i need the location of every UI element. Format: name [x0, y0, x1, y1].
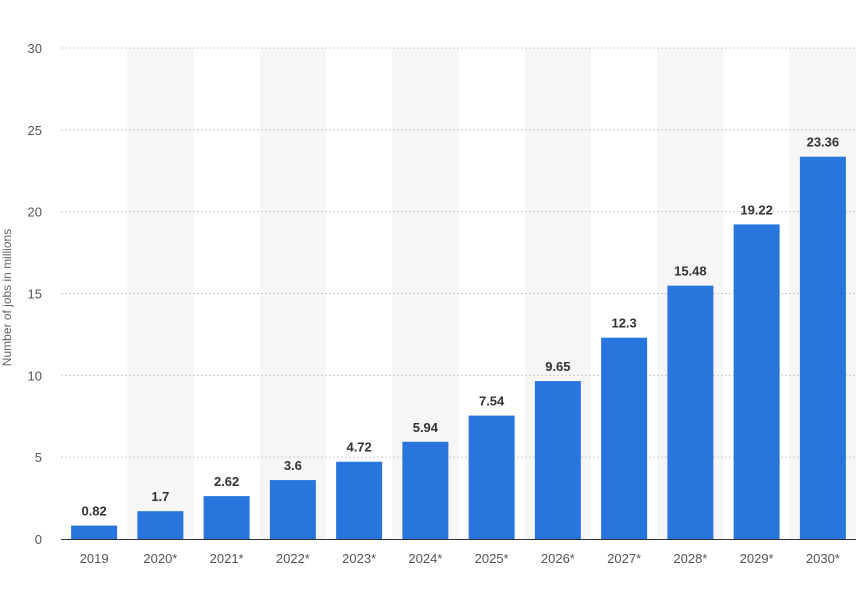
value-label: 5.94	[413, 420, 439, 435]
bar	[799, 156, 846, 539]
x-tick-label: 2019	[80, 551, 109, 566]
bar	[601, 337, 648, 539]
bar	[203, 496, 250, 539]
value-labels: 0.82 1.7 2.62 3.6 4.72 5.94 7.54 9.65 12.3 15.48 1…	[81, 135, 839, 519]
bar	[137, 511, 184, 539]
value-label: 2.62	[214, 474, 239, 489]
y-axis-title: Number of jobs in millions	[0, 229, 14, 366]
y-tick-label: 25	[28, 123, 42, 138]
x-tick-label: 2020*	[143, 551, 177, 566]
x-tick-label: 2021*	[210, 551, 244, 566]
value-label: 15.48	[674, 264, 707, 279]
x-tick-label: 2024*	[408, 551, 442, 566]
value-label: 9.65	[545, 359, 570, 374]
x-tick-label: 2026*	[541, 551, 575, 566]
value-label: 7.54	[479, 394, 505, 409]
y-tick-label: 15	[28, 287, 42, 302]
x-tick-label: 2023*	[342, 551, 376, 566]
y-tick-label: 30	[28, 41, 42, 56]
value-label: 3.6	[284, 458, 302, 473]
bars	[71, 156, 846, 539]
gridlines	[61, 47, 856, 458]
y-tick-label: 0	[35, 532, 42, 547]
value-label: 12.3	[611, 316, 636, 331]
x-tick-label: 2028*	[673, 551, 707, 566]
bar	[71, 525, 118, 539]
bar	[336, 461, 383, 539]
value-label: 19.22	[740, 202, 773, 217]
y-tick-label: 20	[28, 205, 42, 220]
y-tick-label: 10	[28, 368, 42, 383]
x-tick-label: 2030*	[806, 551, 840, 566]
y-axis-ticks: 0 5 10 15 20 25 30	[28, 41, 42, 547]
x-tick-label: 2022*	[276, 551, 310, 566]
x-tick-label: 2027*	[607, 551, 641, 566]
x-tick-label: 2029*	[740, 551, 774, 566]
bar	[733, 224, 780, 539]
x-axis-labels: 2019 2020* 2021* 2022* 2023* 2024* 2025* 2026* 2…	[80, 551, 840, 566]
value-label: 23.36	[807, 135, 840, 150]
bar	[269, 480, 316, 539]
value-label: 1.7	[151, 489, 169, 504]
y-tick-label: 5	[35, 450, 42, 465]
bar	[667, 285, 714, 539]
value-label: 0.82	[81, 504, 106, 519]
x-tick-label: 2025*	[475, 551, 509, 566]
value-label: 4.72	[346, 440, 371, 455]
bar	[534, 381, 581, 539]
bar	[402, 441, 449, 539]
bar	[468, 415, 515, 539]
